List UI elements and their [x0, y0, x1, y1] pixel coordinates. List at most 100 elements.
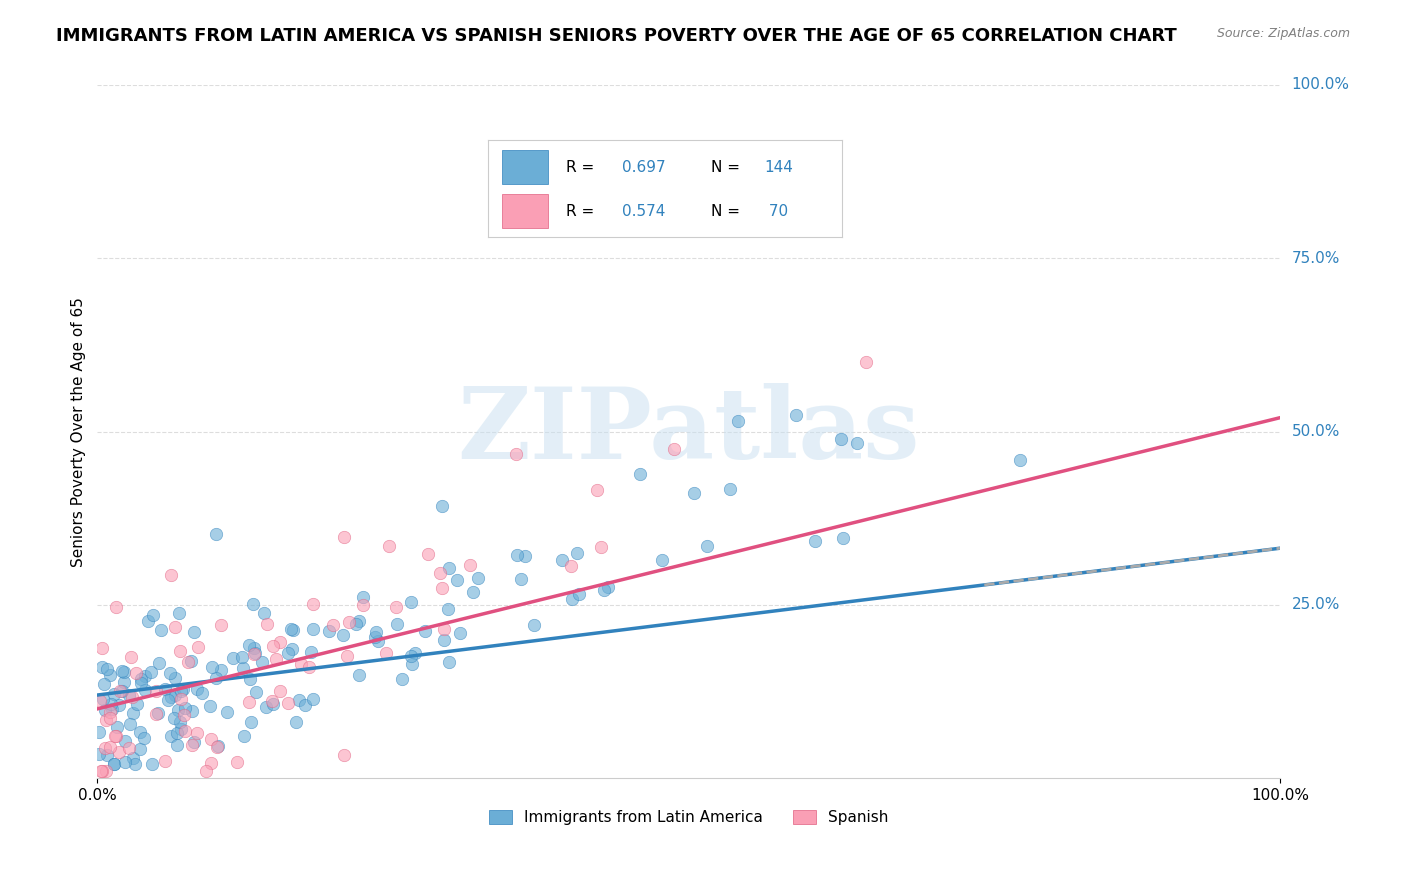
Immigrants from Latin America [111, 665, 134, 679]
Immigrants from Latin America [401, 657, 423, 671]
Immigrants from Latin America [432, 499, 454, 513]
Immigrants from Latin America [288, 693, 311, 707]
Spanish [378, 539, 401, 553]
Spanish [98, 705, 121, 719]
Immigrants from Latin America [105, 720, 128, 734]
Immigrants from Latin America [593, 583, 616, 598]
Immigrants from Latin America [437, 601, 460, 615]
Immigrants from Latin America [134, 669, 156, 683]
Spanish [262, 639, 284, 653]
Immigrants from Latin America [240, 715, 263, 730]
Immigrants from Latin America [87, 725, 110, 739]
Spanish [169, 692, 191, 706]
Immigrants from Latin America [114, 665, 136, 680]
Immigrants from Latin America [727, 414, 749, 428]
Immigrants from Latin America [129, 741, 152, 756]
Spanish [195, 764, 218, 779]
Immigrants from Latin America [467, 571, 489, 585]
Immigrants from Latin America [285, 715, 308, 730]
Immigrants from Latin America [344, 617, 367, 632]
Immigrants from Latin America [96, 748, 118, 763]
Immigrants from Latin America [215, 706, 238, 720]
Immigrants from Latin America [122, 750, 145, 764]
Text: IMMIGRANTS FROM LATIN AMERICA VS SPANISH SENIORS POVERTY OVER THE AGE OF 65 CORR: IMMIGRANTS FROM LATIN AMERICA VS SPANISH… [56, 27, 1177, 45]
Spanish [226, 756, 249, 770]
Immigrants from Latin America [561, 592, 583, 607]
Spanish [173, 708, 195, 723]
Immigrants from Latin America [163, 688, 186, 702]
Immigrants from Latin America [156, 693, 179, 707]
Immigrants from Latin America [242, 597, 264, 611]
Immigrants from Latin America [302, 691, 325, 706]
Immigrants from Latin America [299, 645, 322, 659]
Spanish [416, 547, 439, 561]
Spanish [125, 665, 148, 680]
Immigrants from Latin America [364, 624, 387, 639]
Spanish [104, 729, 127, 743]
Immigrants from Latin America [254, 700, 277, 714]
Spanish [298, 659, 321, 673]
Spanish [100, 710, 122, 724]
Immigrants from Latin America [93, 677, 115, 691]
Immigrants from Latin America [232, 729, 254, 743]
Immigrants from Latin America [166, 725, 188, 739]
Spanish [332, 530, 354, 544]
Immigrants from Latin America [108, 698, 131, 712]
Immigrants from Latin America [1008, 452, 1031, 467]
Immigrants from Latin America [280, 622, 302, 636]
Immigrants from Latin America [804, 533, 827, 548]
Spanish [256, 617, 278, 632]
Spanish [333, 747, 356, 762]
Spanish [209, 617, 232, 632]
Immigrants from Latin America [280, 642, 302, 657]
Immigrants from Latin America [172, 682, 194, 697]
Immigrants from Latin America [114, 734, 136, 748]
Spanish [200, 756, 222, 770]
Immigrants from Latin America [205, 527, 228, 541]
Spanish [264, 651, 287, 665]
Immigrants from Latin America [683, 486, 706, 500]
Immigrants from Latin America [112, 674, 135, 689]
Immigrants from Latin America [651, 553, 673, 567]
Spanish [176, 656, 198, 670]
Immigrants from Latin America [347, 614, 370, 628]
Spanish [662, 442, 685, 456]
Spanish [433, 622, 456, 636]
Immigrants from Latin America [413, 624, 436, 638]
Spanish [93, 740, 115, 755]
Spanish [335, 649, 357, 664]
Immigrants from Latin America [162, 711, 184, 725]
Immigrants from Latin America [332, 628, 354, 642]
Text: 75.0%: 75.0% [1292, 251, 1340, 266]
Immigrants from Latin America [103, 757, 125, 772]
Immigrants from Latin America [205, 671, 228, 685]
Spanish [200, 731, 222, 746]
Spanish [238, 695, 260, 709]
Immigrants from Latin America [364, 630, 387, 644]
Immigrants from Latin America [111, 683, 134, 698]
Legend: Immigrants from Latin America, Spanish: Immigrants from Latin America, Spanish [481, 803, 896, 833]
Immigrants from Latin America [198, 699, 221, 714]
Immigrants from Latin America [170, 683, 193, 698]
Immigrants from Latin America [391, 673, 413, 687]
Immigrants from Latin America [180, 654, 202, 668]
Spanish [94, 713, 117, 727]
Immigrants from Latin America [433, 632, 456, 647]
Immigrants from Latin America [139, 665, 162, 680]
Spanish [180, 738, 202, 752]
Spanish [242, 647, 264, 661]
Immigrants from Latin America [183, 624, 205, 639]
Spanish [91, 764, 114, 779]
Immigrants from Latin America [129, 672, 152, 686]
Immigrants from Latin America [170, 722, 193, 736]
Spanish [118, 741, 141, 756]
Immigrants from Latin America [318, 624, 340, 638]
Immigrants from Latin America [131, 676, 153, 690]
Immigrants from Latin America [180, 704, 202, 718]
Immigrants from Latin America [100, 697, 122, 711]
Immigrants from Latin America [461, 584, 484, 599]
Immigrants from Latin America [565, 546, 588, 560]
Immigrants from Latin America [551, 553, 574, 567]
Immigrants from Latin America [506, 548, 529, 562]
Text: Source: ZipAtlas.com: Source: ZipAtlas.com [1216, 27, 1350, 40]
